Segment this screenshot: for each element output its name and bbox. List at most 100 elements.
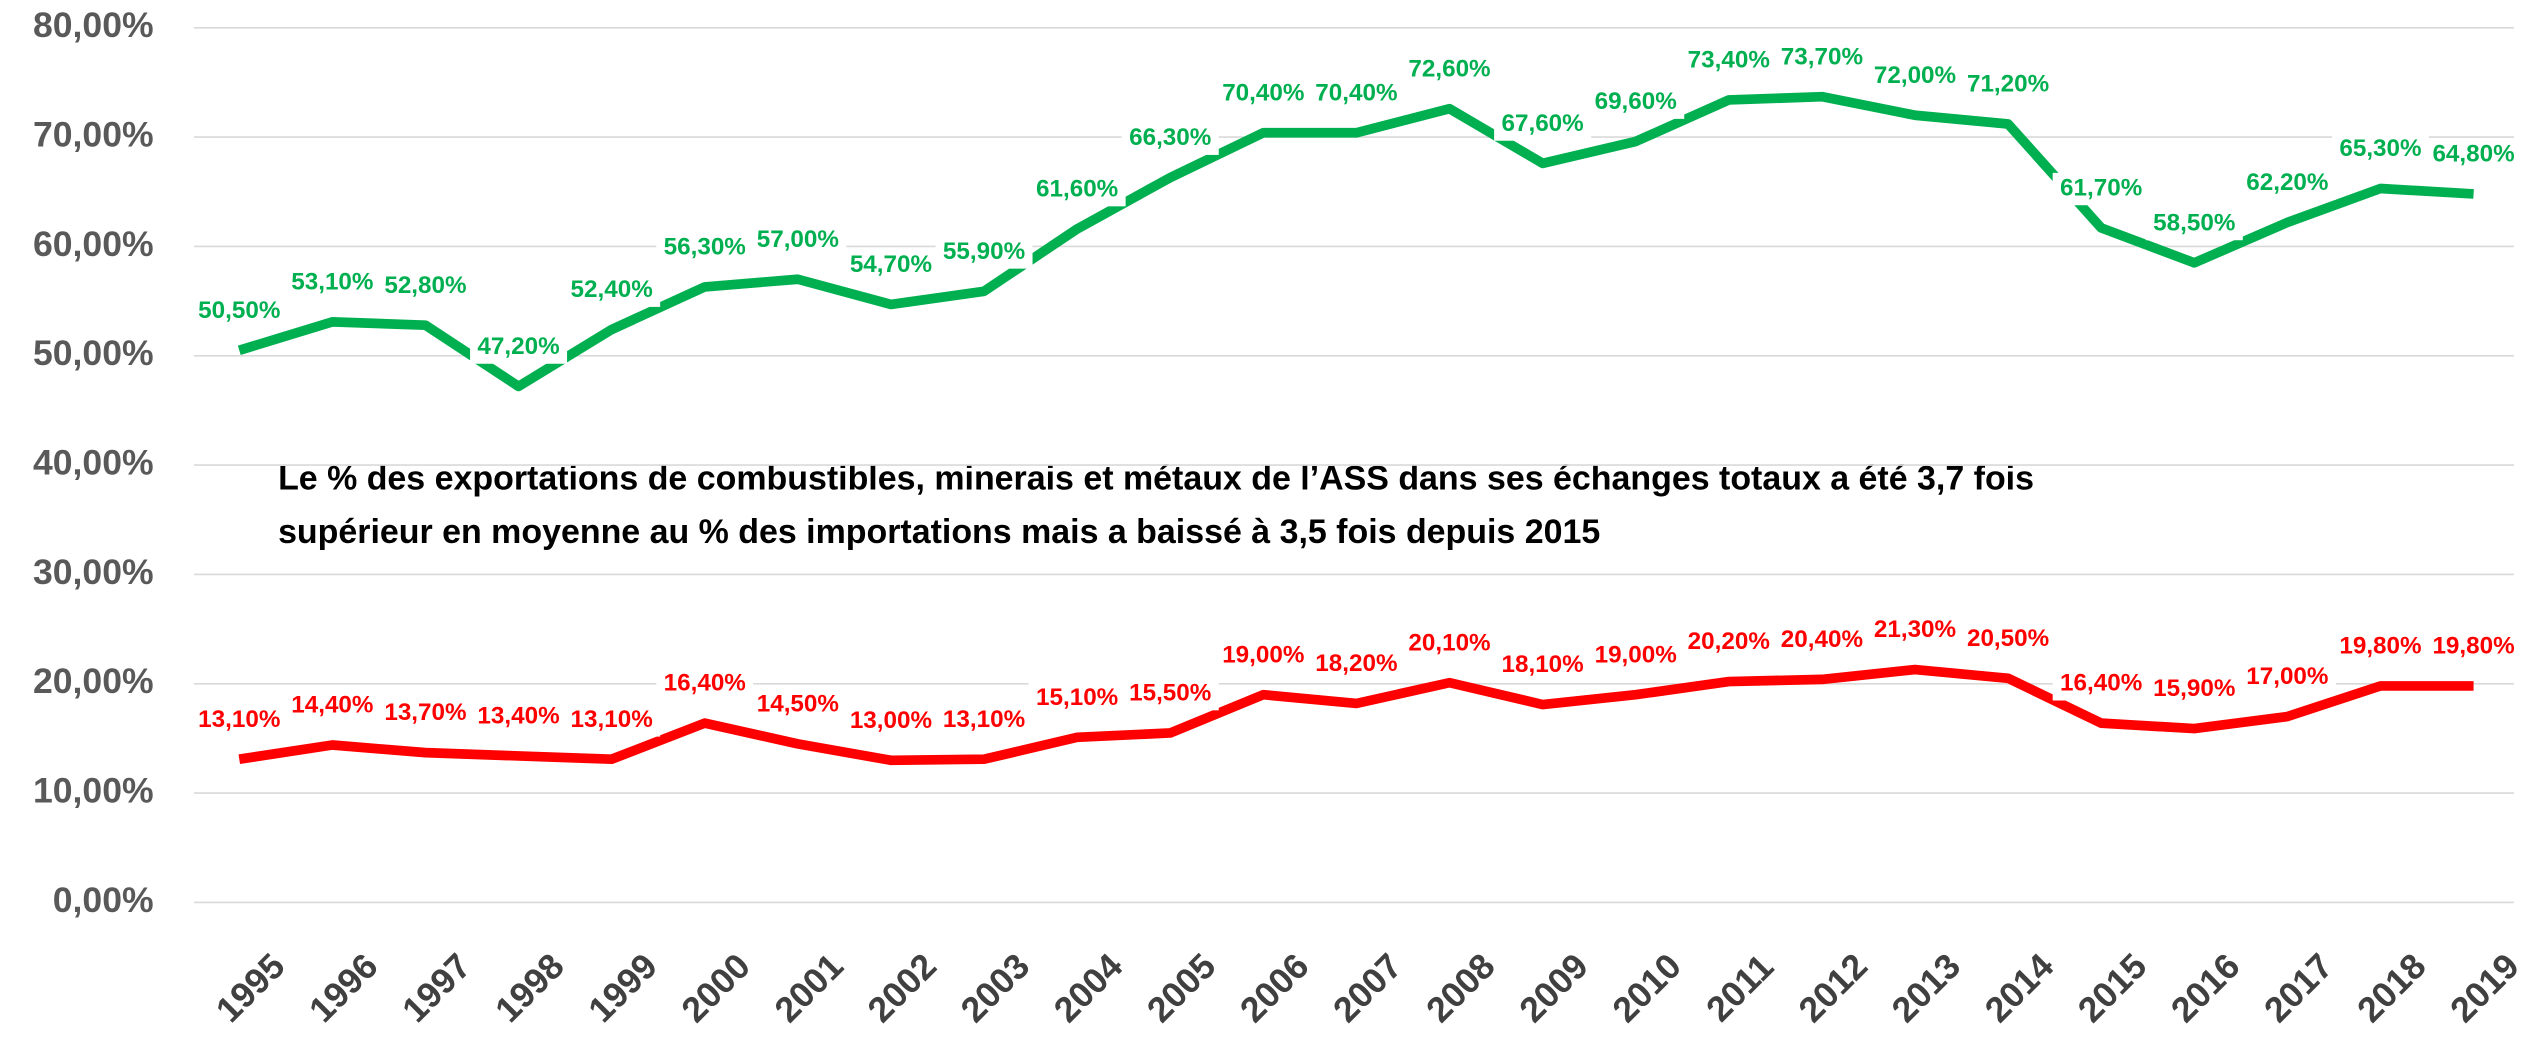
label-bg	[1494, 649, 1592, 682]
y-tick-label: 40,00%	[33, 442, 154, 482]
data-label: 52,40%	[571, 276, 653, 303]
data-label: 19,00%	[1222, 641, 1304, 668]
data-label: 13,10%	[198, 706, 280, 733]
y-tick-label: 60,00%	[33, 224, 154, 264]
line	[238, 664, 2474, 766]
x-tick-label: 2019	[2443, 946, 2527, 1030]
data-label: 50,50%	[198, 297, 280, 324]
label-bg	[1028, 682, 1126, 715]
label-bg	[1401, 53, 1499, 87]
data-label: 19,00%	[1595, 641, 1677, 668]
label-bg	[190, 704, 288, 737]
label-bg	[749, 224, 847, 257]
data-label: 66,30%	[1129, 124, 1211, 151]
x-tick-label: 2009	[1512, 946, 1596, 1030]
data-label: 55,90%	[943, 238, 1025, 265]
x-tick-label: 1996	[301, 946, 385, 1030]
data-label: 21,30%	[1874, 616, 1956, 643]
data-label: 52,80%	[384, 272, 466, 299]
y-tick-label: 50,00%	[33, 333, 154, 373]
data-label: 53,10%	[291, 268, 373, 295]
data-label: 70,40%	[1315, 79, 1397, 106]
x-tick-label: 2016	[2163, 946, 2247, 1030]
data-label: 72,00%	[1874, 62, 1956, 89]
label-bg	[1959, 623, 2057, 656]
label-bg	[1307, 77, 1405, 111]
label-bg	[1401, 627, 1499, 661]
label-bg	[1587, 639, 1685, 673]
x-tick-label: 2002	[860, 946, 944, 1030]
label-bg	[1866, 60, 1964, 93]
x-tick-label: 1999	[581, 946, 665, 1030]
label-bg	[190, 295, 288, 328]
label-bg	[563, 274, 661, 307]
label-bg	[2331, 133, 2429, 166]
label-bg	[2331, 630, 2429, 664]
data-label: 18,10%	[1501, 651, 1583, 678]
x-tick-label: 1998	[488, 946, 572, 1030]
data-label: 16,40%	[2060, 670, 2142, 697]
y-tick-label: 80,00%	[33, 5, 154, 45]
data-label: 15,10%	[1036, 684, 1118, 711]
label-bg	[2145, 207, 2243, 241]
label-bg	[1773, 41, 1871, 75]
line	[237, 91, 2474, 392]
data-label: 67,60%	[1501, 110, 1583, 137]
label-bg	[1214, 639, 1312, 673]
x-tick-label: 2006	[1232, 946, 1316, 1030]
data-label: 57,00%	[757, 226, 839, 253]
label-bg	[1680, 44, 1778, 78]
label-bg	[1214, 77, 1312, 111]
y-tick-label: 70,00%	[33, 115, 154, 155]
data-label: 13,40%	[477, 703, 559, 730]
data-label: 69,60%	[1595, 88, 1677, 115]
y-tick-label: 0,00%	[53, 880, 154, 920]
label-bg	[2052, 668, 2150, 701]
data-label: 13,70%	[384, 699, 466, 726]
data-label: 71,20%	[1967, 71, 2049, 98]
x-tick-label: 2004	[1046, 946, 1130, 1030]
data-label: 47,20%	[477, 333, 559, 360]
data-label: 20,40%	[1781, 626, 1863, 653]
data-label: 14,40%	[291, 692, 373, 719]
data-label: 65,30%	[2339, 135, 2421, 162]
label-bg	[842, 249, 940, 282]
label-bg	[1773, 624, 1871, 657]
label-bg	[1121, 677, 1219, 711]
label-bg	[470, 331, 568, 364]
y-tick-label: 20,00%	[33, 661, 154, 701]
data-label: 15,50%	[1129, 680, 1211, 707]
data-label: 73,70%	[1781, 43, 1863, 70]
label-bg	[749, 688, 847, 722]
x-tick-label: 2014	[1977, 946, 2061, 1030]
x-tick-label: 1995	[208, 946, 292, 1030]
data-label: 17,00%	[2246, 663, 2328, 690]
label-bg	[376, 270, 474, 303]
data-label: 58,50%	[2153, 209, 2235, 236]
label-bg	[935, 236, 1033, 269]
x-tick-label: 2010	[1605, 946, 1689, 1030]
data-label: 16,40%	[664, 670, 746, 697]
x-tick-label: 2005	[1139, 946, 1223, 1030]
x-tick-label: 2008	[1419, 946, 1503, 1030]
x-tick-label: 2007	[1325, 946, 1409, 1030]
label-bg	[1028, 173, 1126, 207]
label-bg	[2052, 172, 2150, 206]
data-label: 13,00%	[850, 707, 932, 734]
label-bg	[563, 704, 661, 737]
label-bg	[2238, 167, 2336, 200]
data-label: 20,50%	[1967, 625, 2049, 652]
data-label: 54,70%	[850, 251, 932, 278]
label-bg	[1307, 648, 1405, 681]
data-label: 73,40%	[1688, 47, 1770, 74]
label-bg	[283, 266, 381, 300]
label-bg	[2145, 673, 2243, 706]
label-bg	[376, 697, 474, 731]
label-bg	[1680, 626, 1778, 659]
x-tick-label: 2012	[1791, 946, 1875, 1030]
label-bg	[1959, 69, 2057, 102]
y-tick-label: 30,00%	[33, 552, 154, 592]
label-bg	[656, 668, 754, 701]
data-label: 18,20%	[1315, 650, 1397, 677]
